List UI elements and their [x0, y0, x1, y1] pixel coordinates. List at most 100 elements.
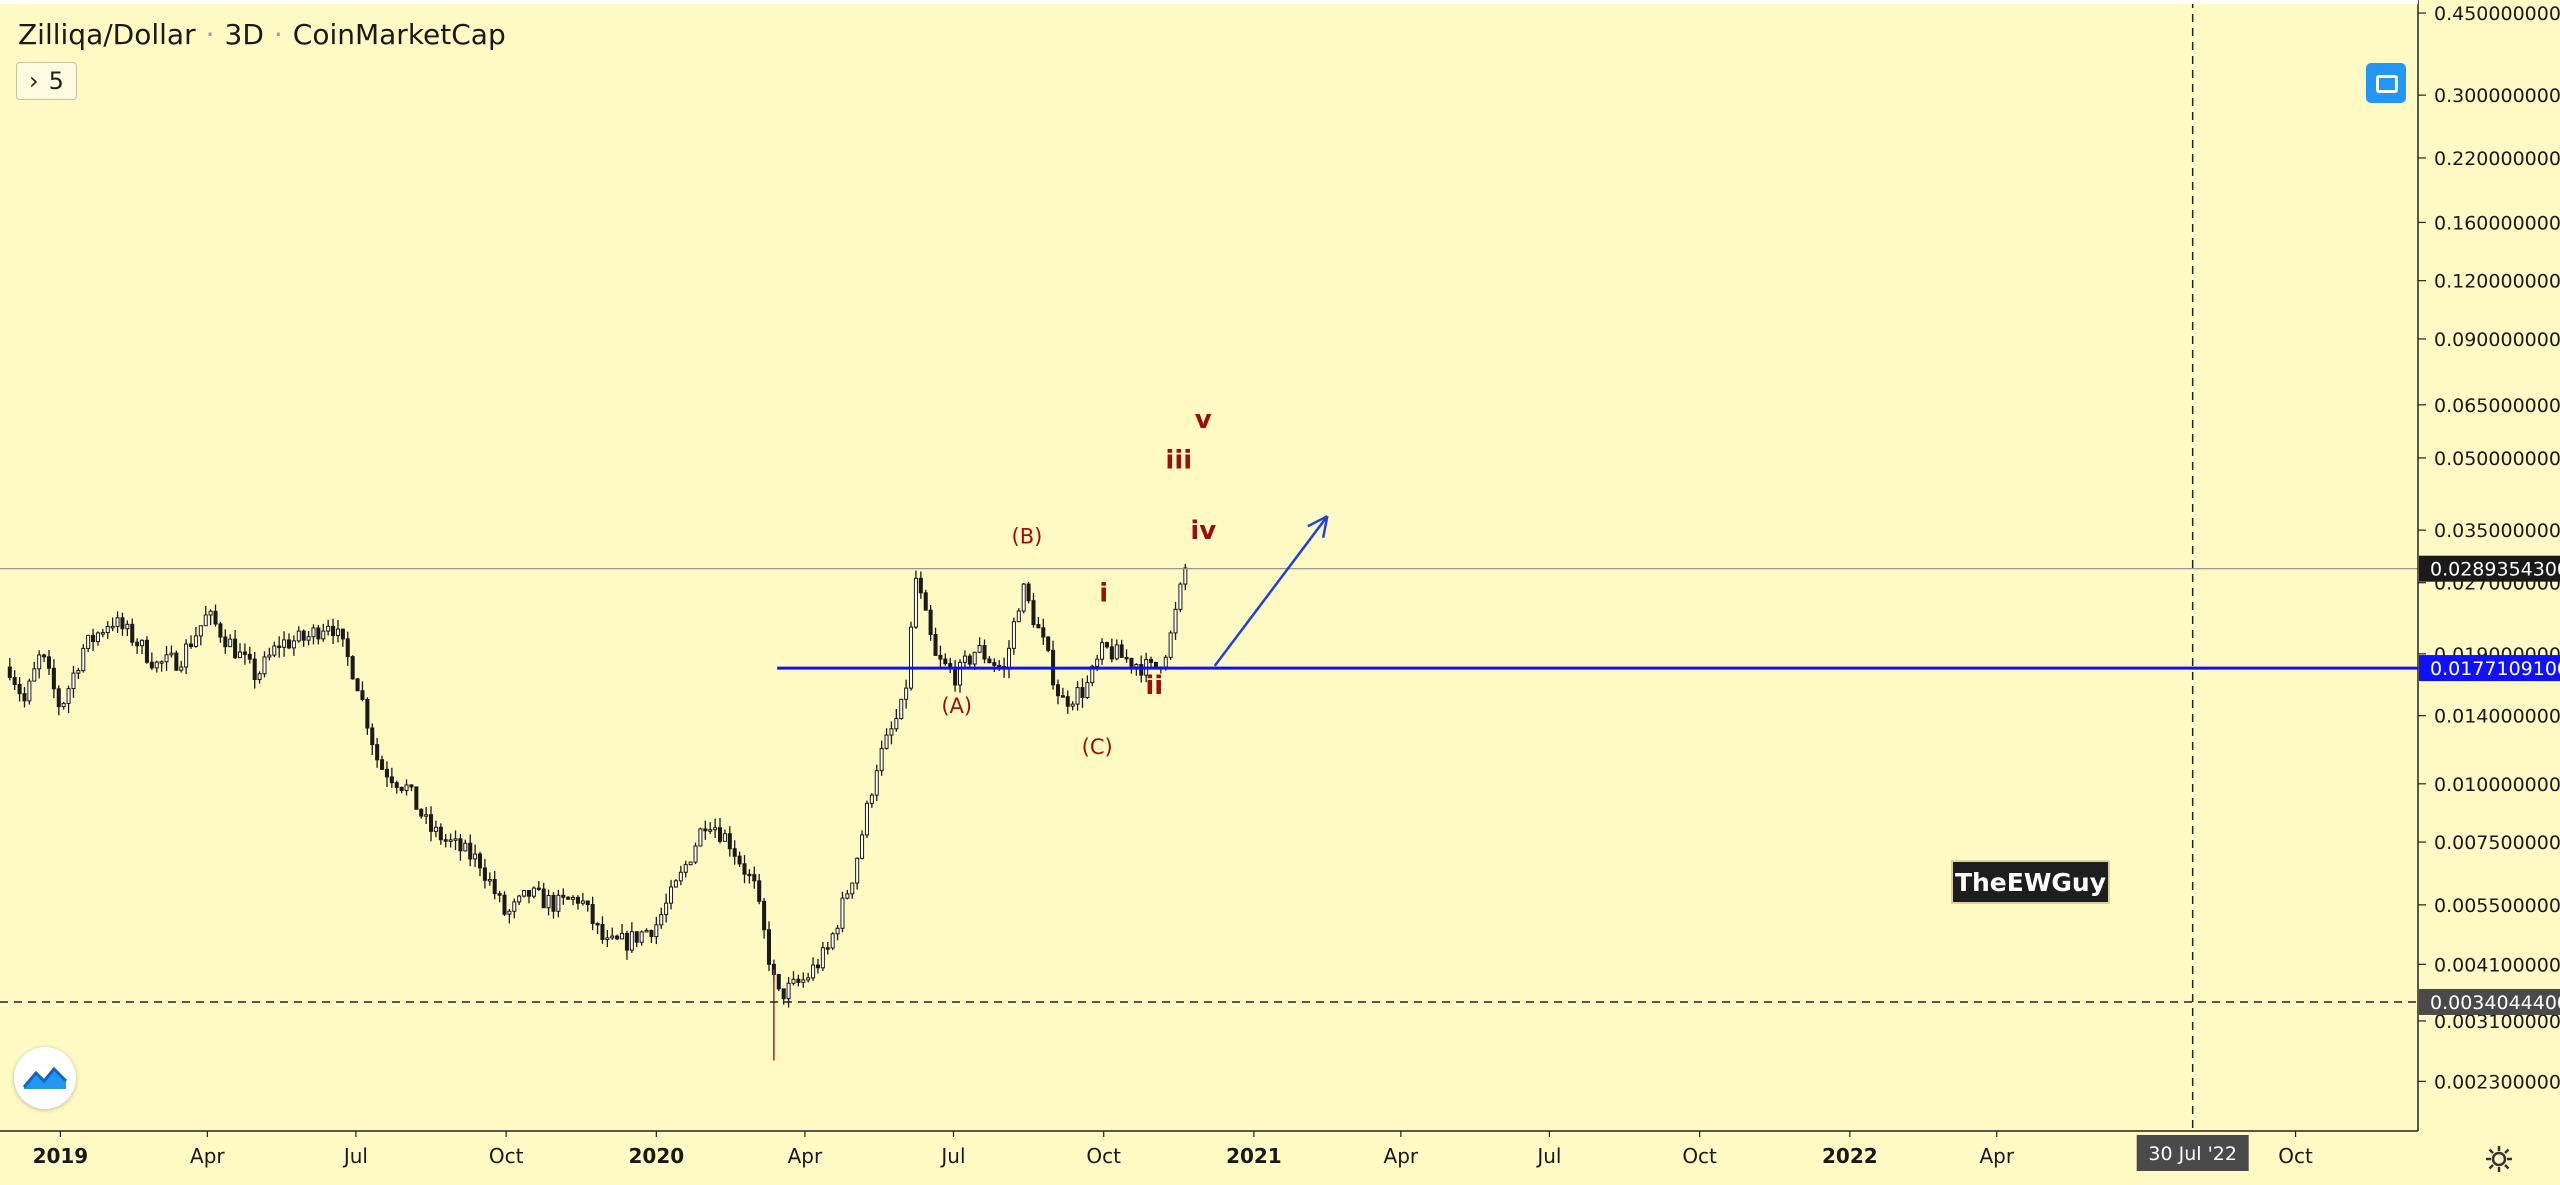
candle-body: [477, 853, 483, 869]
candle-body: [683, 864, 688, 873]
candle-body: [546, 894, 551, 909]
candle-body: [620, 932, 625, 940]
candle-body: [159, 661, 164, 664]
candle-body: [380, 759, 385, 770]
gear-icon[interactable]: [2484, 1144, 2514, 1174]
candle-body: [17, 684, 22, 695]
projection-arrow-head: [1307, 515, 1328, 528]
candle-body: [820, 947, 825, 969]
candle-body: [580, 900, 585, 904]
wave-label[interactable]: ii: [1145, 671, 1163, 701]
candle-body: [282, 639, 287, 648]
candle-body: [923, 592, 928, 611]
candle-body: [1080, 687, 1085, 698]
candle-body: [708, 829, 713, 832]
candle-body: [928, 609, 933, 635]
candle-body: [355, 678, 360, 692]
candle-body: [669, 886, 674, 904]
candle-body: [1026, 583, 1031, 602]
candle-body: [71, 672, 76, 690]
candle-body: [409, 784, 414, 788]
candle-body: [615, 935, 620, 940]
candle-body: [713, 827, 718, 831]
candle-body: [654, 924, 659, 938]
candle-body: [120, 617, 125, 630]
fullscreen-icon[interactable]: [2366, 63, 2406, 103]
candle-body: [66, 688, 71, 704]
candle-body: [600, 923, 605, 940]
time-tick-label: Oct: [2278, 1144, 2313, 1168]
candle-body: [938, 654, 943, 660]
candle-body: [1104, 642, 1109, 648]
candle-body: [585, 900, 590, 906]
time-tick-label: Jul: [1535, 1144, 1561, 1168]
candle-body: [492, 879, 497, 895]
candle-body: [1119, 644, 1124, 658]
candle-body: [61, 702, 66, 708]
candle-body: [899, 698, 904, 720]
candle-body: [806, 977, 811, 981]
indicators-toggle-button[interactable]: › 5: [16, 62, 77, 100]
price-tick-label: 0.2200000000: [2434, 148, 2560, 170]
price-tick-label: 0.0055000000: [2434, 895, 2560, 917]
candle-body: [458, 838, 463, 852]
price-tick-label: 0.1200000000: [2434, 271, 2560, 293]
candle-body: [909, 626, 914, 689]
candle-body: [737, 855, 742, 865]
candle-body: [218, 623, 223, 638]
candle-body: [987, 658, 992, 664]
tradingview-logo-icon[interactable]: [14, 1047, 76, 1109]
candle-body: [752, 874, 757, 882]
wave-label[interactable]: iii: [1165, 445, 1192, 475]
candle-body: [624, 932, 629, 951]
candle-body: [189, 643, 194, 647]
candle-body: [894, 718, 899, 730]
wave-label[interactable]: i: [1099, 579, 1108, 609]
price-tick-label: 0.0031000000: [2434, 1011, 2560, 1033]
candle-body: [953, 667, 958, 686]
wave-label[interactable]: (C): [1082, 735, 1113, 759]
projection-arrow[interactable]: [1213, 515, 1329, 667]
candle-body: [7, 666, 12, 678]
wave-label[interactable]: v: [1195, 405, 1212, 435]
price-tick-label: 0.3000000000: [2434, 85, 2560, 107]
candle-body: [688, 861, 693, 866]
candle-body: [164, 654, 169, 663]
candle-body: [350, 656, 355, 680]
candle-body: [86, 634, 91, 649]
candle-body: [335, 628, 340, 636]
candle-body: [208, 610, 213, 616]
candle-body: [992, 662, 997, 666]
candle-body: [874, 770, 879, 796]
candle-body: [140, 639, 145, 647]
candle-body: [81, 647, 86, 672]
price-tick-label: 0.0023000000: [2434, 1071, 2560, 1093]
symbol-legend[interactable]: Zilliqa/Dollar · 3D · CoinMarketCap: [18, 18, 506, 51]
candle-body: [267, 654, 272, 658]
wave-label[interactable]: (B): [1012, 524, 1043, 548]
candle-body: [943, 658, 948, 665]
time-tick-label: Apr: [788, 1144, 823, 1168]
candle-body: [130, 623, 135, 643]
candle-body: [419, 808, 424, 817]
candle-body: [326, 625, 331, 632]
wave-label[interactable]: (A): [941, 694, 972, 718]
candle-body: [237, 651, 243, 659]
candle-body: [51, 667, 56, 690]
candle-body: [722, 833, 727, 842]
candle-body: [448, 839, 453, 842]
candle-body: [468, 842, 473, 860]
price-tick-label: 0.0650000000: [2434, 395, 2560, 417]
wave-label[interactable]: iv: [1190, 516, 1216, 546]
price-tick-label: 0.0075000000: [2434, 832, 2560, 854]
price-tick-label: 0.0900000000: [2434, 329, 2560, 351]
candle-body: [556, 894, 561, 912]
candle-body: [340, 628, 345, 640]
candle-body: [399, 786, 404, 792]
candle-body: [27, 680, 32, 702]
price-tick-label: 0.0041000000: [2434, 954, 2560, 976]
time-tick-label: Oct: [1086, 1144, 1121, 1168]
time-tick-label: 2020: [629, 1144, 685, 1168]
